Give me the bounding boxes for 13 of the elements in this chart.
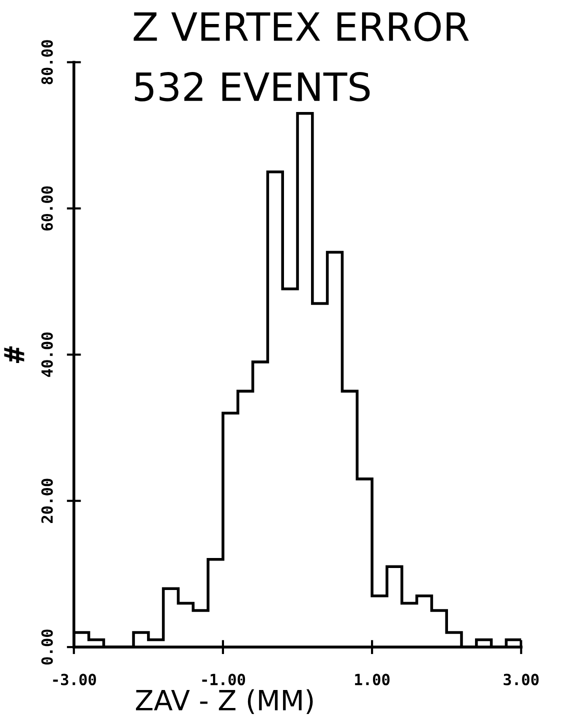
y-tick-label: 80.00	[41, 40, 53, 84]
y-tick-label: 20.00	[41, 478, 53, 523]
x-tick-label: 3.00	[504, 674, 539, 686]
y-axis-title: #	[4, 346, 24, 363]
y-tick-label: 60.00	[41, 186, 53, 230]
x-axis-title: ZAV - Z (MM)	[136, 689, 313, 714]
x-tick-label: 1.00	[355, 674, 390, 686]
y-tick-label: 40.00	[41, 332, 53, 377]
x-tick-label: -1.00	[202, 674, 246, 686]
x-tick-label: -3.00	[53, 674, 96, 686]
chart-subtitle: 532 EVENTS	[134, 72, 370, 102]
chart-title: Z VERTEX ERROR	[134, 12, 469, 42]
y-tick-label: 0.00	[41, 630, 53, 665]
